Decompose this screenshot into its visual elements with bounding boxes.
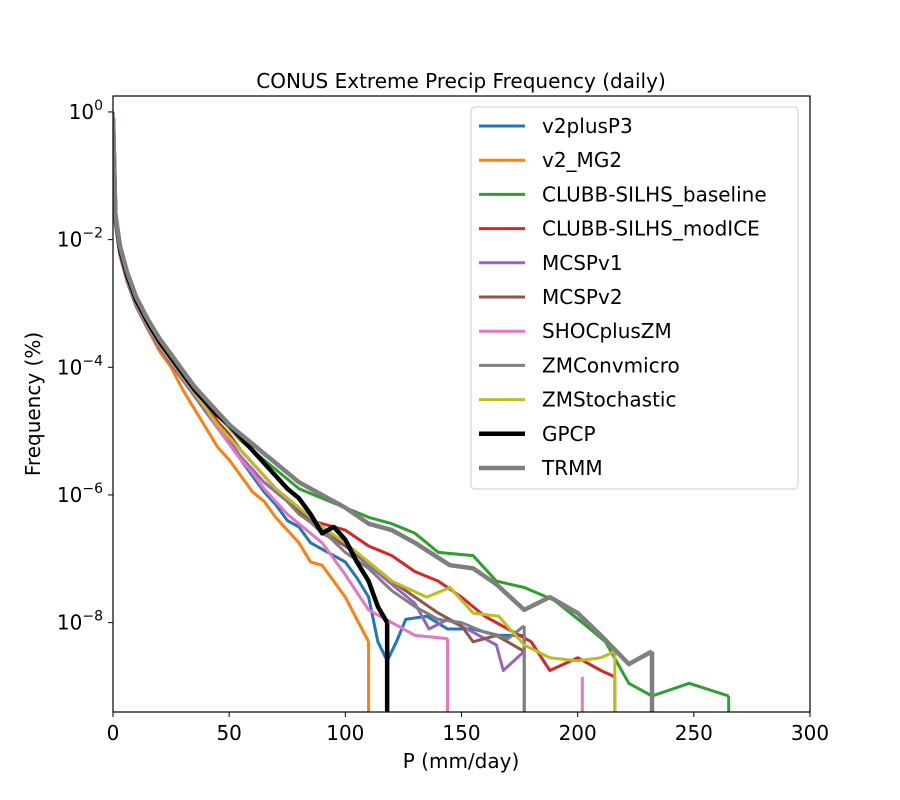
series-line-v2plusp3 — [113, 111, 525, 663]
x-tick-label: 0 — [107, 721, 120, 745]
x-axis-label: P (mm/day) — [403, 749, 520, 773]
series-lines — [113, 111, 731, 712]
y-tick-exponent: −6 — [82, 481, 103, 497]
legend-label: SHOCplusZM — [542, 319, 672, 343]
y-tick-base: 10 — [57, 611, 82, 635]
y-tick-label: 10−8 — [57, 609, 103, 635]
x-tick-label: 300 — [791, 721, 829, 745]
legend-label: TRMM — [541, 456, 603, 480]
plot-frame — [112, 95, 811, 713]
legend-label: ZMConvmicro — [542, 353, 680, 377]
legend-label: CLUBB-SILHS_baseline — [542, 182, 767, 206]
chart-title: CONUS Extreme Precip Frequency (daily) — [256, 69, 666, 93]
legend-label: v2_MG2 — [542, 148, 622, 172]
y-tick-label: 10−2 — [57, 226, 103, 252]
series-line-trmm — [113, 118, 654, 667]
legend-label: v2plusP3 — [542, 114, 633, 138]
series-line-v2-mg2 — [113, 143, 370, 643]
x-tick-label: 50 — [216, 721, 241, 745]
y-tick-label: 100 — [69, 98, 103, 124]
y-tick-base: 10 — [69, 100, 94, 124]
legend-label: MCSPv2 — [542, 285, 623, 309]
x-tick-label: 200 — [559, 721, 597, 745]
x-tick-label: 250 — [675, 721, 713, 745]
y-tick-exponent: −4 — [82, 353, 103, 369]
y-tick-base: 10 — [57, 483, 82, 507]
y-tick-base: 10 — [57, 228, 82, 252]
y-tick-exponent: −2 — [82, 226, 103, 242]
x-tick-label: 100 — [326, 721, 364, 745]
legend-label: CLUBB-SILHS_modICE — [542, 217, 760, 241]
legend-label: MCSPv1 — [542, 251, 623, 275]
legend: v2plusP3 v2_MG2 CLUBB-SILHS_baseline CLUBB-… — [470, 106, 799, 490]
series-line-shocpluszm — [113, 143, 448, 641]
legend-label: ZMStochastic — [542, 388, 676, 412]
y-tick-label: 10−4 — [57, 353, 103, 379]
x-tick-label: 150 — [442, 721, 480, 745]
y-axis-label: Frequency (%) — [21, 332, 45, 476]
y-tick-exponent: 0 — [94, 98, 103, 114]
y-tick-exponent: −8 — [82, 609, 103, 625]
y-tick-base: 10 — [57, 355, 82, 379]
legend-label: GPCP — [542, 422, 596, 446]
y-tick-label: 10−6 — [57, 481, 103, 507]
legend-box — [470, 106, 799, 490]
series-line-mcspv2 — [113, 143, 525, 653]
series-line-mcspv1 — [113, 143, 526, 672]
